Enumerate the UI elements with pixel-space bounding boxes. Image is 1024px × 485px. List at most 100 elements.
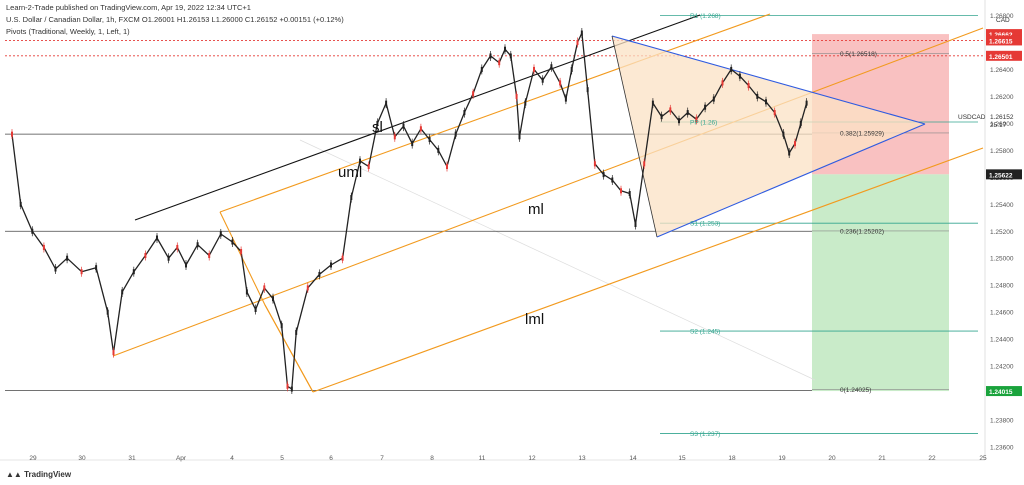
y-tick-label: 1.23800 <box>990 418 1014 425</box>
price-candle <box>651 100 654 106</box>
price-candle <box>704 104 707 110</box>
price-candle <box>318 271 321 277</box>
y-tick-label: 1.25000 <box>990 256 1014 263</box>
price-candle <box>121 289 124 295</box>
triangle-upper-line <box>611 35 926 125</box>
price-candle <box>196 242 199 248</box>
publisher-line: Learn-2-Trade published on TradingView.c… <box>6 3 251 12</box>
y-axis-currency: CAD <box>996 17 1010 24</box>
price-candle <box>580 30 583 36</box>
price-candle <box>712 96 715 102</box>
triangle-fill <box>612 36 925 237</box>
triangle-lower-line <box>656 123 926 238</box>
price-candle <box>156 235 158 241</box>
price-candle <box>570 66 573 72</box>
label-lml: lml <box>525 311 544 328</box>
price-label-badge <box>986 35 1022 46</box>
price-candle <box>756 93 759 99</box>
price-candle <box>773 110 776 116</box>
price-candle <box>419 126 422 132</box>
fib-label-2: 0.236(1.25202) <box>840 228 884 235</box>
x-tick-label: 14 <box>629 455 637 462</box>
price-candle <box>765 99 767 105</box>
price-candle <box>254 306 257 312</box>
price-candle <box>564 96 567 102</box>
price-candle <box>240 248 243 254</box>
price-candle <box>132 269 135 275</box>
tradingview-icon: ▲▲ <box>6 470 25 479</box>
price-candle <box>730 66 733 72</box>
price-candle <box>286 383 289 389</box>
price-candle <box>80 269 83 275</box>
guide-line <box>299 139 816 381</box>
y-tick-label: 1.26000 <box>990 121 1014 128</box>
price-candle <box>446 164 448 170</box>
price-candle <box>586 87 589 93</box>
indicator-line: Pivots (Traditional, Weekly, 1, Left, 1) <box>6 27 130 36</box>
label-sl: sl <box>372 119 383 136</box>
price-candle <box>263 285 266 291</box>
price-candle <box>31 228 34 234</box>
y-tick-label: 1.24800 <box>990 283 1014 290</box>
pivot-label-0: R1 (1.268) <box>690 13 721 20</box>
price-candle <box>509 53 512 59</box>
x-tick-label: 5 <box>280 455 284 462</box>
price-label-text: 1.26615 <box>989 38 1013 45</box>
price-candle <box>686 110 689 116</box>
price-candle <box>19 201 22 207</box>
pivot-label-2: S1 (1.253) <box>690 221 720 228</box>
price-candle <box>402 123 405 129</box>
price-candle <box>330 262 332 268</box>
price-candle <box>359 158 361 164</box>
lml-line <box>312 147 984 393</box>
price-candle <box>620 188 622 194</box>
pitchfork-handle-2 <box>264 304 314 393</box>
price-candle <box>634 222 637 228</box>
price-candle <box>454 131 457 137</box>
price-candle <box>428 137 431 143</box>
price-candle <box>463 110 466 116</box>
price-candle <box>95 265 98 271</box>
uml-line <box>219 13 771 213</box>
x-tick-label: 20 <box>828 455 836 462</box>
price-candle <box>550 64 553 70</box>
price-candle <box>341 255 344 261</box>
y-tick-label: 1.24600 <box>990 310 1014 317</box>
x-tick-label: 31 <box>128 455 136 462</box>
price-candle <box>559 80 562 86</box>
price-label-badge <box>986 169 1022 180</box>
x-tick-label: 22 <box>928 455 936 462</box>
y-tick-label: 1.24200 <box>990 364 1014 371</box>
price-candle <box>799 120 802 126</box>
x-tick-label: 11 <box>479 455 486 462</box>
x-tick-label: 25 <box>979 455 987 462</box>
price-candle <box>660 114 663 120</box>
price-candle <box>738 73 741 79</box>
price-label-text: 1.26501 <box>989 54 1013 61</box>
price-candle <box>472 91 475 97</box>
price-candle <box>208 253 211 259</box>
price-label-text: 1.24015 <box>989 389 1013 396</box>
y-tick-label: 1.25400 <box>990 202 1014 209</box>
x-tick-label: 30 <box>78 455 86 462</box>
sl-line <box>134 14 701 221</box>
price-candle <box>144 253 147 259</box>
price-candle <box>498 60 501 66</box>
price-candle <box>628 190 631 196</box>
price-candle <box>695 116 698 122</box>
last-price-countdown: 25:17 <box>990 122 1007 129</box>
pitchfork-handle-1 <box>219 211 314 393</box>
x-tick-label: 7 <box>380 455 384 462</box>
x-tick-label: 21 <box>878 455 886 462</box>
x-tick-label: 12 <box>528 455 536 462</box>
price-candle <box>794 141 796 147</box>
price-candle <box>533 66 535 72</box>
label-ml: ml <box>528 201 544 218</box>
price-candle <box>669 107 672 113</box>
price-candle <box>411 141 414 147</box>
price-candle <box>518 134 521 140</box>
fib-label-0: 0.5(1.26518) <box>840 51 877 58</box>
label-uml: uml <box>338 164 362 181</box>
price-candle <box>167 255 170 261</box>
